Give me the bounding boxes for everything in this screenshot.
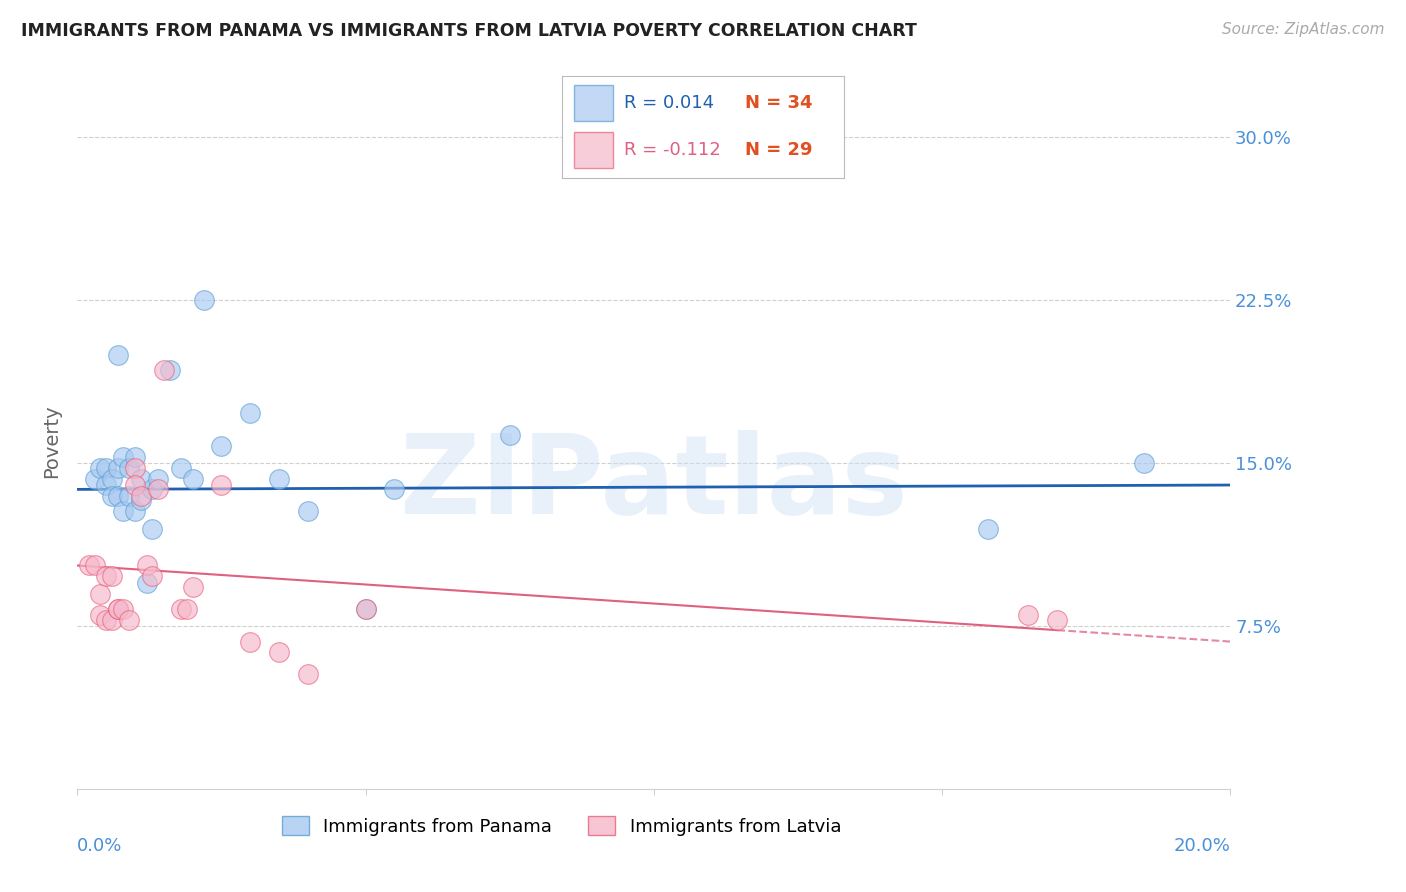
Point xyxy=(89,608,111,623)
Point xyxy=(107,489,129,503)
Point xyxy=(146,483,169,497)
Point xyxy=(83,471,105,485)
Y-axis label: Poverty: Poverty xyxy=(42,405,60,478)
Point xyxy=(211,439,233,453)
Point xyxy=(96,613,118,627)
Point xyxy=(181,580,204,594)
Point xyxy=(96,569,118,583)
Point xyxy=(101,613,124,627)
Point xyxy=(382,483,406,497)
Text: R = 0.014: R = 0.014 xyxy=(624,94,714,112)
Point xyxy=(176,602,198,616)
Point xyxy=(124,504,146,518)
Point xyxy=(112,602,135,616)
Point xyxy=(124,478,146,492)
Point xyxy=(1133,456,1156,470)
Point xyxy=(146,471,169,485)
Point xyxy=(77,558,100,573)
Point xyxy=(354,602,377,616)
Point xyxy=(267,645,291,659)
Point xyxy=(135,575,157,590)
Point xyxy=(141,483,163,497)
Text: R = -0.112: R = -0.112 xyxy=(624,141,721,159)
Point xyxy=(267,471,291,485)
Point xyxy=(112,450,135,464)
Point xyxy=(107,347,129,362)
Point xyxy=(129,493,152,508)
Text: IMMIGRANTS FROM PANAMA VS IMMIGRANTS FROM LATVIA POVERTY CORRELATION CHART: IMMIGRANTS FROM PANAMA VS IMMIGRANTS FRO… xyxy=(21,22,917,40)
Text: N = 29: N = 29 xyxy=(745,141,813,159)
Point xyxy=(211,478,233,492)
Point xyxy=(153,363,174,377)
FancyBboxPatch shape xyxy=(574,85,613,121)
Point xyxy=(239,406,262,420)
Point xyxy=(129,489,152,503)
Text: 20.0%: 20.0% xyxy=(1174,838,1230,855)
Point xyxy=(239,634,262,648)
Point xyxy=(83,558,105,573)
Point xyxy=(181,471,204,485)
Point xyxy=(193,293,215,308)
FancyBboxPatch shape xyxy=(574,132,613,168)
Text: 0.0%: 0.0% xyxy=(77,838,122,855)
Point xyxy=(297,667,319,681)
Point xyxy=(107,460,129,475)
Point xyxy=(118,613,141,627)
Point xyxy=(107,602,129,616)
Point xyxy=(96,460,118,475)
Legend: Immigrants from Panama, Immigrants from Latvia: Immigrants from Panama, Immigrants from … xyxy=(274,809,849,843)
Point xyxy=(977,521,1000,535)
Point xyxy=(129,471,152,485)
Point xyxy=(101,489,124,503)
Point xyxy=(124,460,146,475)
Point xyxy=(354,602,377,616)
Point xyxy=(101,471,124,485)
Point xyxy=(112,504,135,518)
Point xyxy=(89,587,111,601)
Point xyxy=(141,569,163,583)
Point xyxy=(89,460,111,475)
Point xyxy=(499,428,522,442)
Point xyxy=(141,521,163,535)
Point xyxy=(118,489,141,503)
Text: ZIPatlas: ZIPatlas xyxy=(399,430,908,537)
Point xyxy=(170,460,193,475)
Point xyxy=(135,558,157,573)
Point xyxy=(96,478,118,492)
Point xyxy=(170,602,193,616)
Point xyxy=(124,450,146,464)
Point xyxy=(1018,608,1040,623)
Point xyxy=(118,460,141,475)
Point xyxy=(107,602,129,616)
Point xyxy=(101,569,124,583)
Point xyxy=(297,504,319,518)
Point xyxy=(1046,613,1069,627)
Text: N = 34: N = 34 xyxy=(745,94,813,112)
Point xyxy=(159,363,181,377)
Text: Source: ZipAtlas.com: Source: ZipAtlas.com xyxy=(1222,22,1385,37)
